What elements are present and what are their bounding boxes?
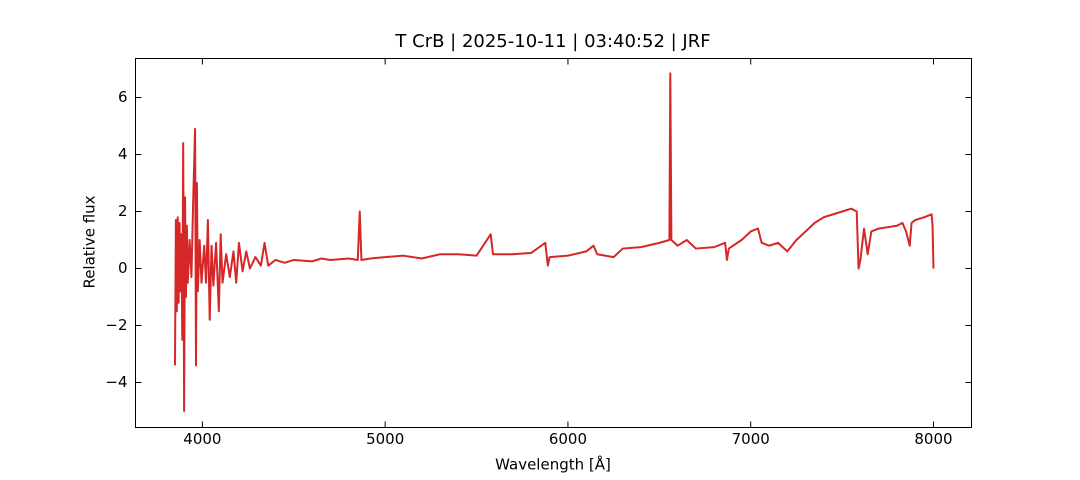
y-tick-label: −4	[105, 373, 127, 391]
x-tick-label: 8000	[914, 430, 952, 448]
spectrum-line	[173, 72, 935, 412]
x-tick-label: 6000	[549, 430, 587, 448]
x-tick-label: 4000	[183, 430, 221, 448]
y-tick-label: 0	[118, 259, 128, 277]
y-tick-label: 4	[118, 145, 128, 163]
x-axis-label: Wavelength [Å]	[495, 455, 611, 474]
chart-title: T CrB | 2025-10-11 | 03:40:52 | JRF	[394, 31, 710, 52]
y-axis-label: Relative flux	[81, 195, 99, 288]
y-tick-label: 6	[118, 88, 128, 106]
plot-frame	[135, 58, 972, 428]
x-tick-label: 7000	[732, 430, 770, 448]
x-tick-label: 5000	[366, 430, 404, 448]
y-tick-label: −2	[105, 316, 127, 334]
y-tick-label: 2	[118, 202, 128, 220]
